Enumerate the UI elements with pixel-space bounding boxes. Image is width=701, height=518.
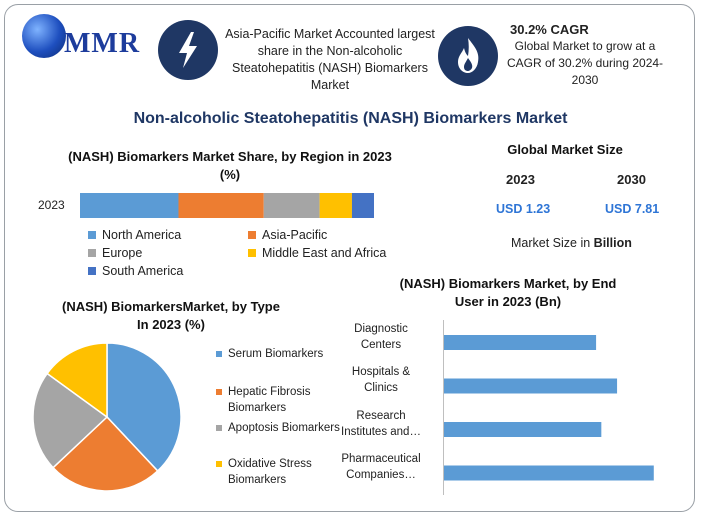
cagr-text: Global Market to grow at a CAGR of 30.2%…: [506, 39, 664, 87]
enduser-bar-research-institutes-and: [444, 422, 602, 437]
pie-slice-serum-biomarkers: [106, 342, 182, 473]
enduser-chart-title: (NASH) Biomarkers Market, by End User in…: [399, 276, 617, 309]
type-pie-chart: [32, 342, 182, 492]
enduser-bar-pharmaceutical-companies: [444, 465, 654, 481]
type-legend-item-serum-biomarkers: Serum Biomarkers: [216, 346, 346, 362]
region-legend-item-north-america: North America: [88, 228, 181, 242]
enduser-category-label-line: Pharmaceutical: [341, 453, 421, 465]
legend-swatch: [88, 231, 96, 239]
size-unit-bold: Billion: [593, 236, 632, 250]
legend-swatch: [216, 461, 222, 467]
size-unit-prefix: Market Size in: [511, 236, 594, 250]
lightning-badge-icon: [158, 20, 218, 80]
legend-label: Hepatic Fibrosis Biomarkers: [228, 386, 311, 414]
enduser-category-label: Hospitals & Clinics: [326, 364, 436, 396]
flame-badge-icon: [438, 26, 498, 86]
global-size-title: Global Market Size: [507, 142, 623, 157]
value-2030: USD 7.81: [605, 202, 660, 216]
legend-swatch: [216, 351, 222, 357]
enduser-category-label: Research Institutes and…: [326, 408, 436, 440]
enduser-category-label-line: Diagnostic: [354, 322, 408, 335]
legend-swatch: [248, 249, 256, 257]
legend-label: Europe: [102, 246, 143, 260]
enduser-category-label-line: Research: [356, 409, 406, 422]
region-segment-south-america: [351, 193, 374, 218]
region-segment-europe: [263, 193, 320, 218]
cagr-heading: 30.2% CAGR: [510, 22, 589, 37]
legend-swatch: [88, 267, 96, 275]
region-legend: North America Asia-Pacific Europe Middle Ea…: [88, 228, 428, 284]
legend-label: Asia-Pacific: [262, 228, 328, 242]
logo-text: MMR: [64, 28, 141, 59]
legend-label: South America: [102, 264, 184, 278]
region-stacked-bar: [80, 193, 374, 218]
legend-swatch: [248, 231, 256, 239]
type-legend-item-oxidative-stress-biomarkers: Oxidative Stress Biomarkers: [216, 456, 346, 488]
region-segment-north-america: [80, 193, 179, 218]
enduser-category-label: Diagnostic Centers: [326, 321, 436, 353]
enduser-category-label: Pharmaceutical Companies…: [326, 451, 436, 483]
size-unit-note: Market Size in Billion: [511, 236, 632, 250]
enduser-category-label-line: Centers: [360, 338, 402, 351]
legend-swatch: [216, 425, 222, 431]
enduser-category-label-line: Clinics: [364, 382, 398, 394]
enduser-category-label-line: Hospitals &: [351, 366, 411, 378]
type-chart-title: (NASH) BiomarkersMarket, by Type In 2023…: [62, 299, 280, 332]
region-legend-item-asia-pacific: Asia-Pacific: [248, 228, 327, 242]
main-title: Non-alcoholic Steatohepatitis (NASH) Bio…: [133, 110, 568, 127]
enduser-category-label-line: Companies…: [346, 469, 416, 481]
pie-slice-oxidative-stress-biomarkers: [46, 342, 108, 419]
legend-label: Middle East and Africa: [262, 246, 387, 260]
legend-label: Apoptosis Biomarkers: [228, 422, 340, 434]
type-legend-item-apoptosis-biomarkers: Apoptosis Biomarkers: [216, 420, 346, 436]
value-2023: USD 1.23: [496, 202, 551, 216]
region-category-label: 2023: [38, 198, 65, 212]
callout-asia-pacific: Asia-Pacific Market Accounted largest sh…: [225, 27, 435, 92]
legend-label: Serum Biomarkers: [228, 348, 324, 360]
region-legend-item-middle-east-and-africa: Middle East and Africa: [248, 246, 386, 260]
globe-logo-icon: [22, 14, 66, 58]
region-segment-middle-east-and-africa: [319, 193, 352, 218]
region-segment-asia-pacific: [178, 193, 264, 218]
year-2030: 2030: [617, 172, 646, 187]
enduser-category-labels: Diagnostic Centers Hospitals & Clinics Resea…: [336, 320, 436, 500]
legend-label: North America: [102, 228, 182, 242]
year-2023: 2023: [506, 172, 535, 187]
region-chart-title: (NASH) Biomarkers Market Share, by Regio…: [68, 149, 392, 182]
legend-label: Oxidative Stress Biomarkers: [228, 458, 312, 486]
enduser-bar-diagnostic-centers: [444, 335, 597, 350]
region-legend-item-south-america: South America: [88, 264, 183, 278]
type-legend-item-hepatic-fibrosis-biomarkers: Hepatic Fibrosis Biomarkers: [216, 384, 346, 416]
enduser-bar-hospitals-clinics: [444, 378, 618, 394]
region-legend-item-europe: Europe: [88, 246, 142, 260]
enduser-category-label-line: Institutes and…: [341, 425, 421, 438]
pie-slice-hepatic-fibrosis-biomarkers: [51, 415, 159, 492]
legend-swatch: [216, 389, 222, 395]
legend-swatch: [88, 249, 96, 257]
enduser-bar-chart: [443, 320, 654, 495]
pie-slice-apoptosis-biomarkers: [32, 372, 109, 469]
